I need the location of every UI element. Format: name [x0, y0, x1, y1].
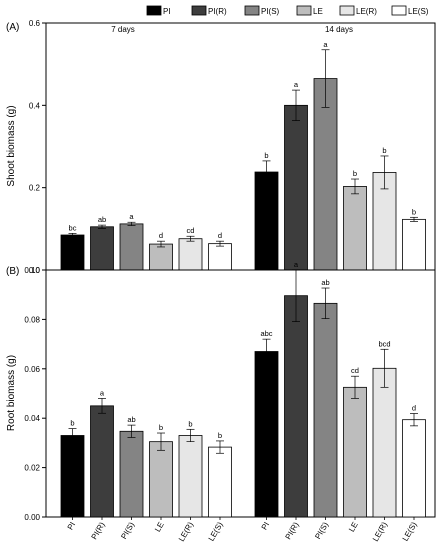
panel-a-bar-7-days-le-r: [178, 238, 203, 271]
panel-b-x-tick-label-14-days-le-s: LE(S): [401, 520, 419, 543]
panel-b-bar-7-days-pi-r: [90, 405, 114, 518]
panel-b-significance-letter-14-days-pi-r: a: [294, 260, 299, 269]
panel-b-significance-letter-7-days-le-r: b: [188, 419, 192, 428]
panel-b-x-tick-label-14-days-pi-s: PI(S): [313, 520, 330, 541]
panel-b-bar-14-days-pi-r: [284, 295, 308, 518]
panel-b-x-tick-label-7-days-le: LE: [153, 521, 166, 534]
panel-a-significance-letter-14-days-pi-s: a: [323, 40, 328, 49]
panel-b-plot: 0.000.020.040.060.080.10bPIaPI(R)abPI(S)…: [24, 260, 426, 543]
panel-b-label: (B): [6, 266, 19, 277]
panel-b-y-tick-label: 0.00: [24, 513, 40, 522]
panel-b-significance-letter-7-days-pi: b: [70, 419, 74, 428]
panel-b-y-tick-label: 0.06: [24, 365, 40, 374]
panel-a-bar-7-days-pi-r: [90, 226, 114, 271]
panel-a: (A) 7 days 14 days Shoot biomass (g) 0.0…: [6, 19, 436, 275]
panel-b-frame: [45, 269, 436, 518]
legend-label-le: LE: [313, 7, 323, 16]
panel-a-significance-letter-7-days-le: d: [159, 231, 163, 240]
panel-a-bar-7-days-pi: [60, 234, 85, 271]
panel-b-x-tick-label-7-days-pi-s: PI(S): [119, 520, 136, 541]
panel-a-y-tick-label: 0.2: [29, 184, 41, 193]
panel-a-significance-letter-7-days-le-s: d: [218, 231, 222, 240]
panel-a-group-label-14-days: 14 days: [325, 25, 353, 34]
panel-b-x-tick-label-7-days-pi: PI: [66, 521, 78, 532]
panel-a-bar-14-days-le-s: [402, 218, 426, 271]
panel-b-bar-7-days-pi: [60, 435, 85, 518]
panel-a-bar-7-days-le: [149, 243, 173, 271]
panel-a-y-tick-label: 0.6: [29, 19, 41, 28]
panel-a-significance-letter-7-days-pi-s: a: [129, 212, 134, 221]
panel-a-bar-7-days-le-s: [208, 243, 232, 271]
panel-a-significance-letter-7-days-pi: bc: [69, 223, 77, 232]
panel-b-x-tick-label-14-days-pi-r: PI(R): [284, 520, 301, 541]
panel-b-x-tick-label-7-days-pi-r: PI(R): [90, 520, 107, 541]
panel-b-significance-letter-14-days-le: cd: [351, 366, 359, 375]
panel-a-y-tick-label: 0.4: [29, 101, 41, 110]
panel-a-significance-letter-14-days-pi-r: a: [294, 80, 299, 89]
legend: PI PI(R) PI(S) LE LE(R) LE(S): [146, 5, 429, 16]
legend-swatch-pi-r: [191, 5, 207, 16]
panel-b-y-axis-label: Root biomass (g): [6, 355, 17, 431]
panel-b-bar-14-days-le: [343, 386, 367, 518]
panel-a-significance-letter-14-days-le-r: b: [382, 146, 386, 155]
legend-label-pi: PI: [163, 7, 171, 16]
panel-a-significance-letter-14-days-pi: b: [264, 151, 268, 160]
legend-swatch-le-s: [391, 5, 407, 16]
legend-swatch-le-r: [339, 5, 355, 16]
panel-b: (B) Root biomass (g) 0.00 0.02 0.04 0.06 0.0…: [6, 260, 436, 543]
panel-b-x-tick-label-14-days-le: LE: [347, 521, 360, 534]
panel-b-y-tick-label: 0.02: [24, 464, 40, 473]
panel-b-significance-letter-14-days-le-r: bcd: [378, 339, 390, 348]
panel-b-bar-14-days-le-r: [372, 367, 397, 518]
panel-b-significance-letter-7-days-pi-r: a: [100, 388, 105, 397]
panel-b-y-tick-label: 0.08: [24, 315, 40, 324]
panel-a-label: (A): [6, 22, 19, 33]
panel-b-x-tick-label-7-days-le-s: LE(S): [207, 520, 225, 543]
panel-b-y-tick-label: 0.04: [24, 414, 40, 423]
panel-b-x-tick-label-7-days-le-r: LE(R): [177, 520, 195, 543]
panel-b-significance-letter-7-days-le: b: [159, 423, 163, 432]
legend-label-pi-r: PI(R): [208, 7, 227, 16]
legend-swatch-pi: [146, 5, 162, 16]
panel-b-bar-7-days-pi-s: [119, 430, 144, 518]
panel-b-bar-7-days-le-r: [178, 435, 203, 518]
panel-a-y-tick-label: 0.0: [29, 266, 41, 275]
legend-label-pi-s: PI(S): [261, 7, 280, 16]
panel-a-significance-letter-7-days-pi-r: ab: [98, 215, 106, 224]
panel-b-significance-letter-14-days-pi: abc: [260, 329, 272, 338]
panel-a-bar-14-days-pi-r: [284, 104, 308, 271]
panel-a-y-axis-label: Shoot biomass (g): [6, 105, 17, 186]
panel-b-x-tick-label-14-days-pi: PI: [260, 521, 272, 532]
panel-b-significance-letter-7-days-le-s: b: [218, 431, 222, 440]
panel-a-group-label-7-days: 7 days: [111, 25, 135, 34]
panel-b-bar-7-days-le-s: [208, 446, 232, 518]
legend-label-le-r: LE(R): [356, 7, 377, 16]
panel-a-significance-letter-7-days-le-r: cd: [187, 226, 195, 235]
panel-b-significance-letter-14-days-pi-s: ab: [321, 278, 329, 287]
panel-b-y-tick-label: 0.10: [24, 266, 40, 275]
panel-a-bar-14-days-le: [343, 186, 367, 271]
panel-a-significance-letter-14-days-le: b: [353, 169, 357, 178]
legend-swatch-le: [296, 5, 312, 16]
panel-b-significance-letter-7-days-pi-s: ab: [127, 415, 135, 424]
panel-b-significance-letter-14-days-le-s: d: [412, 404, 416, 413]
panel-a-significance-letter-14-days-le-s: b: [412, 207, 416, 216]
legend-label-le-s: LE(S): [408, 7, 429, 16]
panel-b-bar-7-days-le: [149, 441, 173, 518]
panel-b-bar-14-days-pi-s: [313, 302, 338, 518]
panel-b-bar-14-days-le-s: [402, 419, 426, 518]
panel-a-bar-14-days-pi: [254, 171, 279, 271]
legend-swatch-pi-s: [244, 5, 260, 16]
panel-b-bar-14-days-pi: [254, 351, 279, 518]
panel-a-bar-7-days-pi-s: [119, 223, 144, 271]
panel-b-x-tick-label-14-days-le-r: LE(R): [371, 520, 389, 543]
